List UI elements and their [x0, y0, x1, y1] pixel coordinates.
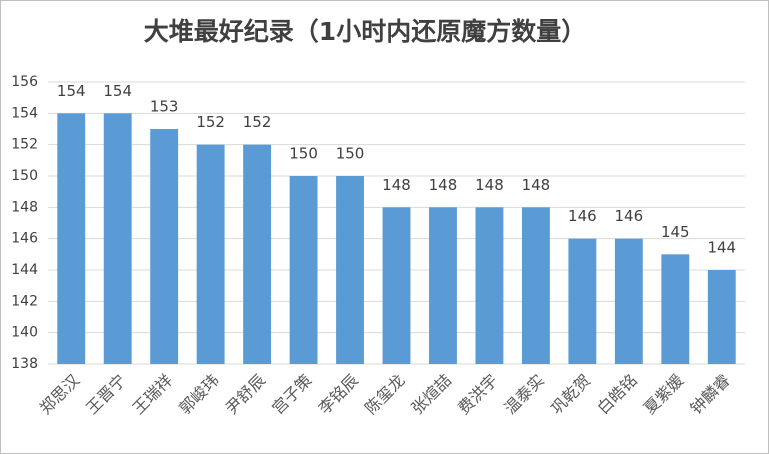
data-label: 150 [336, 145, 365, 163]
bar [568, 238, 597, 364]
data-label: 150 [289, 145, 318, 163]
data-label: 145 [661, 223, 690, 241]
y-tick-label: 152 [11, 137, 38, 153]
data-label: 148 [382, 176, 411, 194]
y-tick-label: 138 [11, 356, 38, 372]
bar [150, 129, 179, 364]
y-tick-label: 150 [11, 168, 38, 184]
data-label: 154 [103, 82, 132, 100]
bar [707, 270, 736, 364]
bar [475, 207, 504, 364]
bar [289, 176, 318, 364]
bar [196, 144, 225, 364]
y-tick-label: 142 [11, 293, 38, 309]
data-label: 152 [196, 113, 225, 131]
bar [103, 113, 132, 364]
y-tick-label: 154 [11, 105, 38, 121]
data-label: 153 [150, 98, 179, 116]
y-tick-label: 156 [11, 74, 38, 90]
bar [382, 207, 411, 364]
bar [521, 207, 550, 364]
data-label: 152 [243, 113, 272, 131]
data-label: 146 [568, 207, 597, 225]
y-tick-label: 148 [11, 199, 38, 215]
bar [661, 254, 690, 364]
data-label: 154 [57, 82, 86, 100]
bar [57, 113, 86, 364]
bar [243, 144, 272, 364]
bar [336, 176, 364, 364]
bar [614, 238, 643, 364]
bar [429, 207, 457, 364]
y-tick-label: 146 [11, 231, 38, 247]
data-label: 144 [707, 239, 736, 257]
data-label: 148 [522, 176, 551, 194]
chart-title: 大堆最好纪录（1小时内还原魔方数量） [144, 17, 586, 46]
y-tick-label: 144 [11, 262, 38, 278]
data-label: 146 [615, 207, 644, 225]
y-tick-label: 140 [11, 325, 38, 341]
data-label: 148 [475, 176, 504, 194]
data-label: 148 [429, 176, 458, 194]
